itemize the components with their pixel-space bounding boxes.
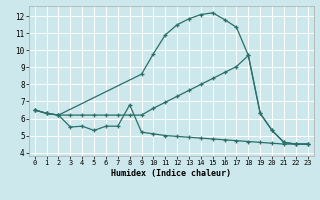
X-axis label: Humidex (Indice chaleur): Humidex (Indice chaleur) — [111, 169, 231, 178]
